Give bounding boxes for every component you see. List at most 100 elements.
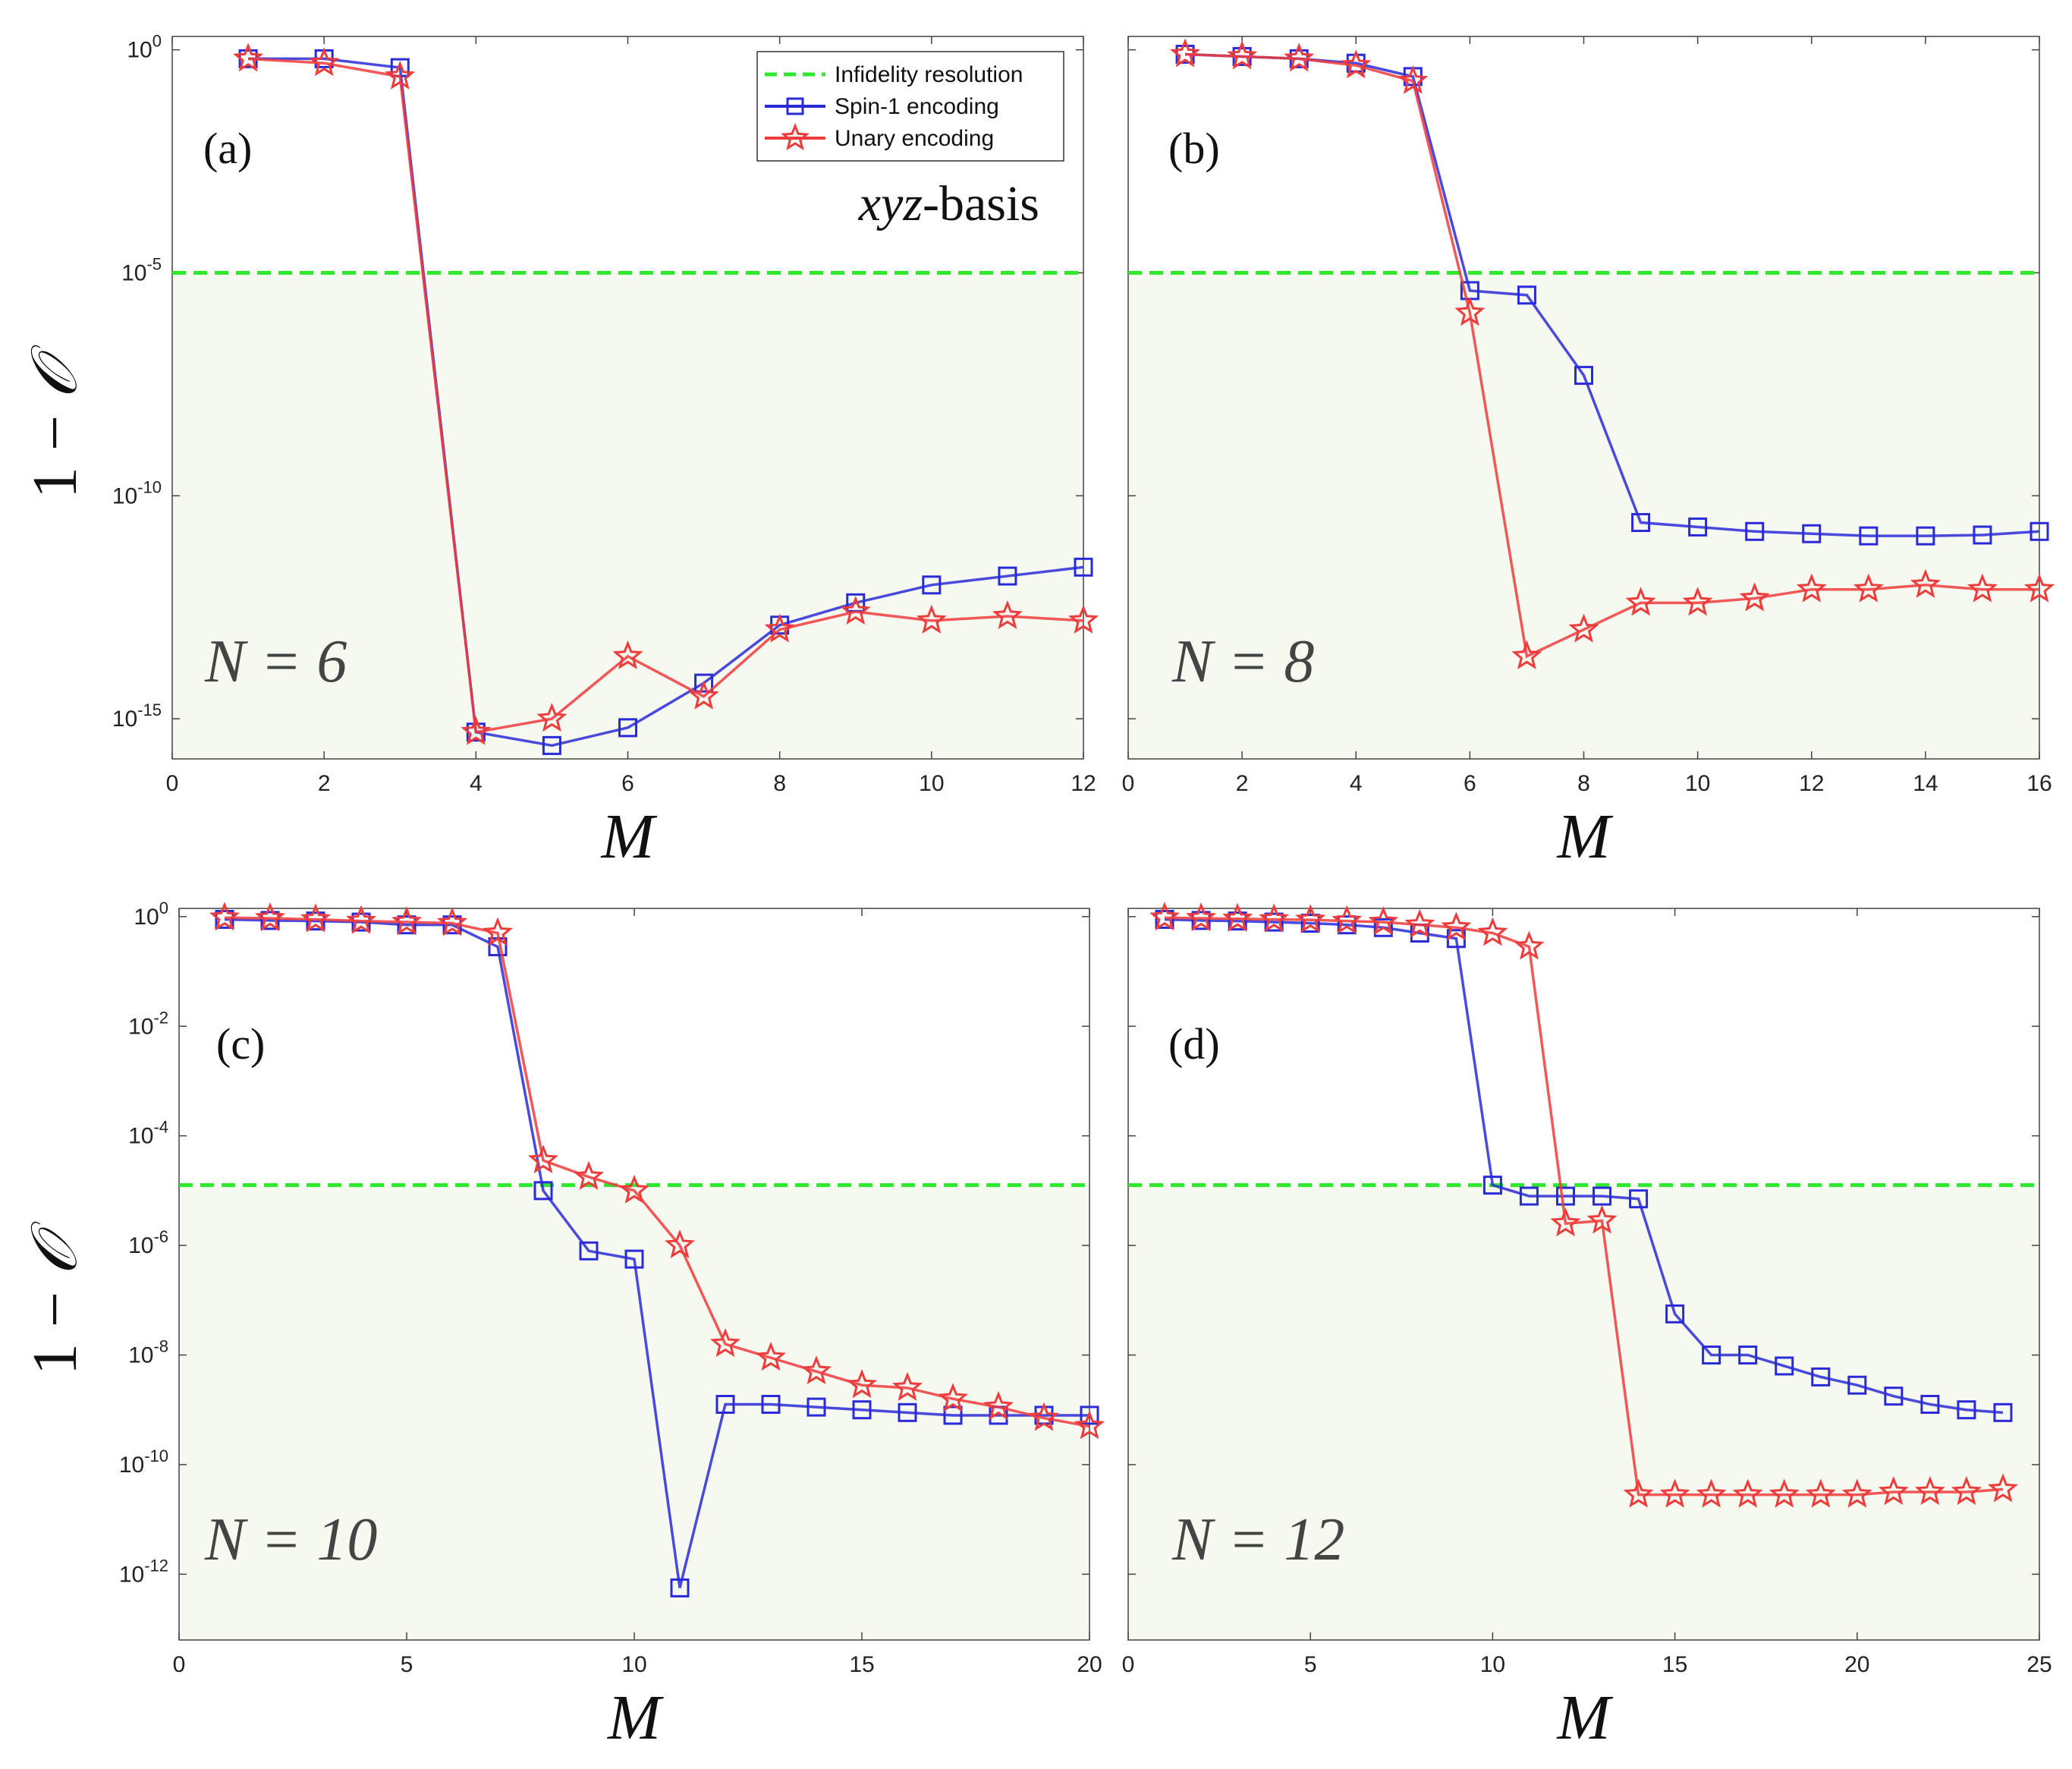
- data-point-star: [1067, 604, 1099, 634]
- data-point-star: [612, 640, 643, 669]
- x-tick-label: 10: [1480, 1652, 1505, 1677]
- data-point-star: [1074, 1410, 1105, 1440]
- data-point-square: [715, 1394, 735, 1414]
- x-axis-label: M: [601, 801, 658, 872]
- y-tick-label: 10-5: [121, 254, 162, 285]
- x-tick-label: 14: [1913, 771, 1938, 796]
- data-point-square: [1155, 909, 1174, 929]
- data-point-square: [1228, 911, 1247, 931]
- x-tick-label: 12: [1071, 771, 1096, 796]
- data-point-square: [1688, 517, 1708, 537]
- data-point-star: [709, 1328, 741, 1358]
- data-point-star: [536, 703, 568, 732]
- data-point-square: [670, 1578, 690, 1597]
- panel-c: 0 5 10 15 20 100 10-2 10-4 10-6 10-8 10-10 10-12 (c)…: [119, 899, 1105, 1753]
- basis-annotation: xyz-basis: [858, 176, 1039, 231]
- x-tick-label: 5: [401, 1652, 413, 1677]
- resolved-region: [1128, 1185, 2039, 1640]
- data-point-square: [397, 915, 417, 935]
- y-tick-label: 10-2: [128, 1008, 168, 1039]
- x-tick-label: 6: [621, 771, 634, 796]
- y-tick-label: 100: [127, 32, 162, 63]
- data-point-square: [260, 911, 280, 930]
- data-point-star: [254, 902, 286, 932]
- data-point-star: [482, 917, 514, 946]
- y-axis-label-bottom: 1 − 𝒪: [20, 1221, 90, 1375]
- x-axis-label: M: [1557, 1682, 1614, 1753]
- x-tick-label: 20: [1844, 1652, 1869, 1677]
- data-point-square: [922, 575, 942, 595]
- data-point-star: [1341, 49, 1372, 79]
- x-tick-label: 15: [1662, 1652, 1687, 1677]
- basis-suffix: -basis: [923, 176, 1039, 231]
- data-point-star: [618, 1174, 650, 1204]
- data-point-square: [1300, 913, 1320, 933]
- data-point-star: [1967, 573, 1998, 603]
- data-point-square: [1631, 513, 1651, 533]
- y-tick-label: 10-10: [119, 1446, 168, 1478]
- data-point-square: [1555, 1186, 1575, 1206]
- data-point-star: [300, 903, 332, 933]
- data-point-square: [1957, 1400, 1976, 1420]
- data-point-star: [573, 1160, 605, 1190]
- x-tick-label: 2: [318, 771, 331, 796]
- data-point-star: [233, 42, 264, 72]
- data-point-square: [542, 735, 561, 755]
- data-point-square: [1629, 1189, 1649, 1209]
- data-point-star: [1796, 573, 1827, 603]
- y-tick-label: 10-8: [128, 1337, 168, 1368]
- legend-unary-label: Unary encoding: [835, 126, 994, 151]
- data-point-square: [852, 1400, 872, 1420]
- data-point-star: [840, 596, 871, 625]
- data-point-square: [1920, 1394, 1940, 1414]
- data-point-square: [1665, 1304, 1685, 1324]
- data-point-star: [1028, 1402, 1060, 1431]
- data-point-star: [1951, 1475, 1982, 1506]
- data-point-star: [1987, 1473, 2018, 1503]
- data-point-square: [1191, 911, 1211, 930]
- data-point-star: [755, 1342, 787, 1371]
- x-tick-label: 20: [1077, 1652, 1102, 1677]
- series-line: [248, 57, 1084, 748]
- data-point-star: [1186, 902, 1216, 932]
- panel-label: (a): [203, 124, 252, 173]
- data-point-star: [309, 47, 340, 77]
- data-point-square: [1519, 1186, 1539, 1206]
- data-point-star: [800, 1355, 832, 1385]
- data-point-square: [579, 1241, 599, 1261]
- series-line: [1184, 52, 2039, 659]
- data-point-star: [664, 1229, 696, 1259]
- data-point-star: [345, 905, 377, 934]
- data-point-square: [1738, 1346, 1758, 1365]
- data-point-square: [1916, 526, 1935, 546]
- data-point-square: [943, 1405, 963, 1425]
- data-point-square: [694, 673, 714, 693]
- series-unary: [1170, 38, 2055, 669]
- x-tick-label: 4: [470, 771, 483, 796]
- series-line: [247, 57, 1084, 734]
- series-unary: [209, 902, 1105, 1440]
- data-point-star: [1841, 1478, 1872, 1508]
- data-point-square: [1802, 524, 1822, 543]
- legend-unary-marker: [780, 122, 810, 151]
- data-point-star: [846, 1369, 878, 1399]
- data-point-star: [1739, 582, 1770, 612]
- ylabel-symbol: 𝒪: [20, 1221, 90, 1276]
- data-point-square: [1775, 1356, 1794, 1376]
- n-label: N = 6: [204, 628, 347, 695]
- data-point-square: [624, 1249, 644, 1269]
- data-point-star: [983, 1391, 1014, 1421]
- x-tick-label: 10: [919, 771, 944, 796]
- x-tick-label: 15: [849, 1652, 874, 1677]
- x-tick-label: 10: [621, 1652, 646, 1677]
- data-point-star: [1227, 40, 1258, 70]
- data-point-square: [215, 909, 234, 929]
- data-point-square: [1745, 521, 1765, 541]
- data-point-star: [688, 680, 719, 710]
- data-point-star: [1404, 908, 1435, 938]
- data-point-star: [2023, 573, 2055, 603]
- n-label: N = 10: [204, 1506, 377, 1573]
- y-tick-label: 10-15: [112, 700, 162, 732]
- x-tick-label: 8: [773, 771, 786, 796]
